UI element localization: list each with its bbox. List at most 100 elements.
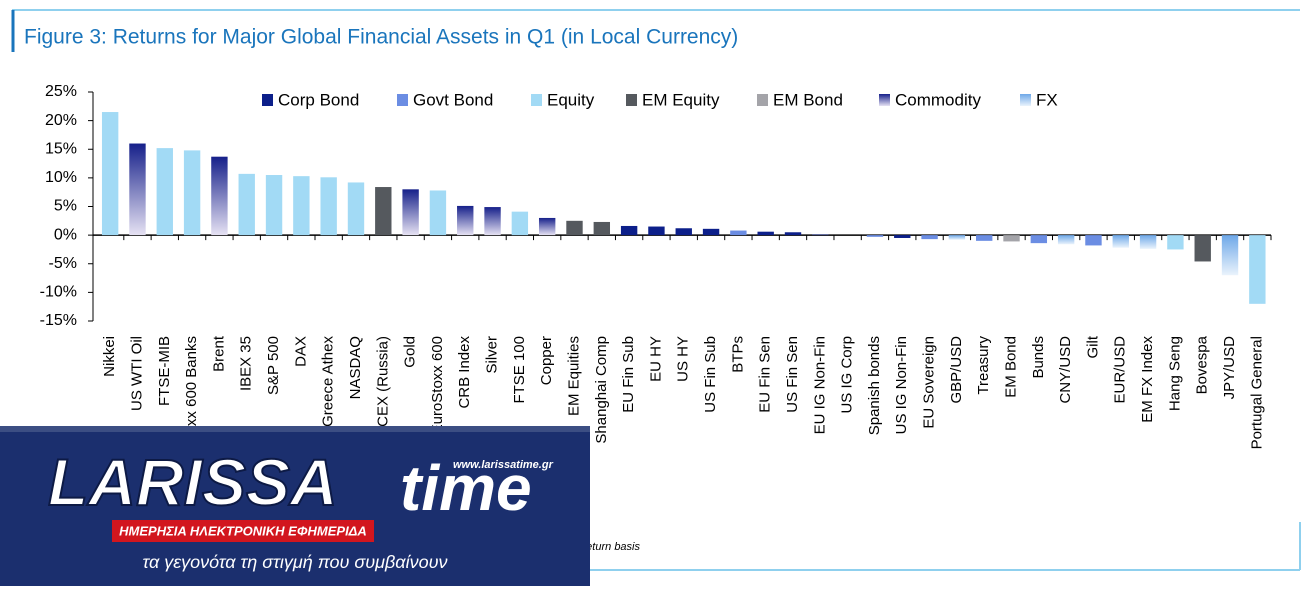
y-tick-label: -5% (49, 255, 77, 272)
bar (812, 234, 829, 236)
bar (238, 173, 255, 236)
bar (156, 148, 173, 236)
x-tick-label: EM Bond (1002, 336, 1019, 398)
x-tick-label: CNY/USD (1057, 336, 1074, 404)
bar (375, 187, 392, 236)
x-tick-label: EU Fin Sen (757, 336, 774, 413)
bar (538, 217, 556, 236)
bar (866, 235, 884, 237)
x-tick-label: NASDAQ (347, 336, 364, 399)
x-tick-label: JPY/USD (1221, 336, 1238, 400)
x-tick-label: Bunds (1030, 336, 1047, 379)
logo-band (112, 520, 374, 542)
x-tick-label: Portugal General (1248, 336, 1265, 449)
x-tick-label: US IG Non-Fin (893, 336, 910, 434)
x-tick-label: EM FX Index (1139, 336, 1156, 423)
legend-swatch (531, 94, 542, 106)
x-tick-label: EuroStoxx 600 (429, 336, 446, 434)
logo-brand: LARISSA (48, 445, 338, 519)
bar (757, 231, 774, 236)
x-tick-label: MICEX (Russia) (374, 336, 391, 444)
bar (730, 230, 747, 236)
x-tick-label: EUR/USD (1112, 336, 1129, 404)
bar (347, 182, 365, 236)
x-tick-label: FTSE-MIB (156, 336, 173, 406)
legend-label: Commodity (895, 90, 981, 109)
x-tick-label: Shanghai Comp (593, 336, 610, 444)
logo-brand2: time (400, 452, 532, 524)
bar (1003, 235, 1020, 242)
legend-swatch (397, 94, 408, 106)
bar (784, 232, 802, 236)
y-tick-label: -10% (40, 284, 77, 301)
bar (457, 205, 474, 236)
bar (511, 211, 529, 236)
bar (293, 176, 310, 236)
bar (593, 221, 611, 236)
bar (894, 235, 911, 238)
x-tick-label: Treasury (975, 336, 992, 395)
x-tick-label: EU IG Non-Fin (811, 336, 828, 434)
x-tick-label: DAX (292, 336, 309, 367)
y-tick-label: 15% (45, 140, 77, 157)
logo-slogan: τα γεγονότα τη στιγμή που συμβαίνουν (143, 552, 448, 572)
legend-label: Corp Bond (278, 90, 359, 109)
bar (1221, 235, 1239, 276)
x-tick-label: Hang Seng (1166, 336, 1183, 411)
bar (1085, 235, 1102, 246)
bar (921, 235, 938, 240)
bar (1249, 235, 1266, 304)
x-tick-label: EM Equities (565, 336, 582, 416)
legend-label: FX (1036, 90, 1058, 109)
logo-bg (0, 426, 590, 586)
y-tick-label: 0% (54, 226, 77, 243)
bar (976, 235, 993, 241)
logo: LARISSA time www.larissatime.gr ΗΜΕΡΗΣΙΑ… (0, 426, 590, 586)
bar (1139, 235, 1157, 249)
x-tick-label: EU Fin Sub (620, 336, 637, 413)
legend-swatch (1020, 94, 1031, 106)
x-tick-label: Brent (210, 335, 227, 372)
legend-label: Equity (547, 90, 595, 109)
bar (1057, 235, 1075, 245)
x-tick-label: Gold (402, 336, 419, 368)
x-tick-label: S&P 500 (265, 336, 282, 395)
x-tick-label: FTSE 100 (511, 336, 528, 404)
bar (702, 228, 720, 236)
x-tick-label: CRB Index (456, 336, 473, 409)
x-tick-label: BTPs (729, 336, 746, 373)
bar (429, 190, 447, 236)
x-tick-label: Nikkei (101, 336, 118, 377)
x-tick-label: Greece Athex (320, 336, 337, 427)
bar (566, 220, 583, 236)
bar (402, 189, 419, 236)
bar (620, 225, 638, 236)
x-tick-label: US WTI Oil (128, 336, 145, 411)
bar (129, 143, 146, 236)
chart-title: Figure 3: Returns for Major Global Finan… (24, 26, 738, 49)
x-tick-label: EU Sovereign (921, 336, 938, 429)
x-tick-label: EU HY (647, 336, 664, 382)
bar (675, 228, 692, 236)
y-tick-label: -15% (40, 312, 77, 329)
x-tick-label: Spanish bonds (866, 336, 883, 435)
legend-label: EM Bond (773, 90, 843, 109)
legend-swatch (262, 94, 273, 106)
bar (1112, 235, 1129, 248)
x-tick-label: IBEX 35 (238, 336, 255, 391)
bar (484, 207, 501, 236)
x-tick-label: Stoxx 600 Banks (183, 336, 200, 449)
x-tick-label: US Fin Sen (784, 336, 801, 413)
y-tick-label: 25% (45, 83, 77, 100)
x-tick-label: Gilt (1084, 335, 1101, 358)
bar (1194, 235, 1211, 262)
x-tick-label: US IG Corp (839, 336, 856, 414)
bar (1167, 235, 1184, 250)
x-tick-label: Copper (538, 336, 555, 385)
bar (211, 156, 228, 236)
bar (101, 112, 119, 236)
bar (1030, 235, 1048, 244)
logo-edge (0, 426, 590, 432)
